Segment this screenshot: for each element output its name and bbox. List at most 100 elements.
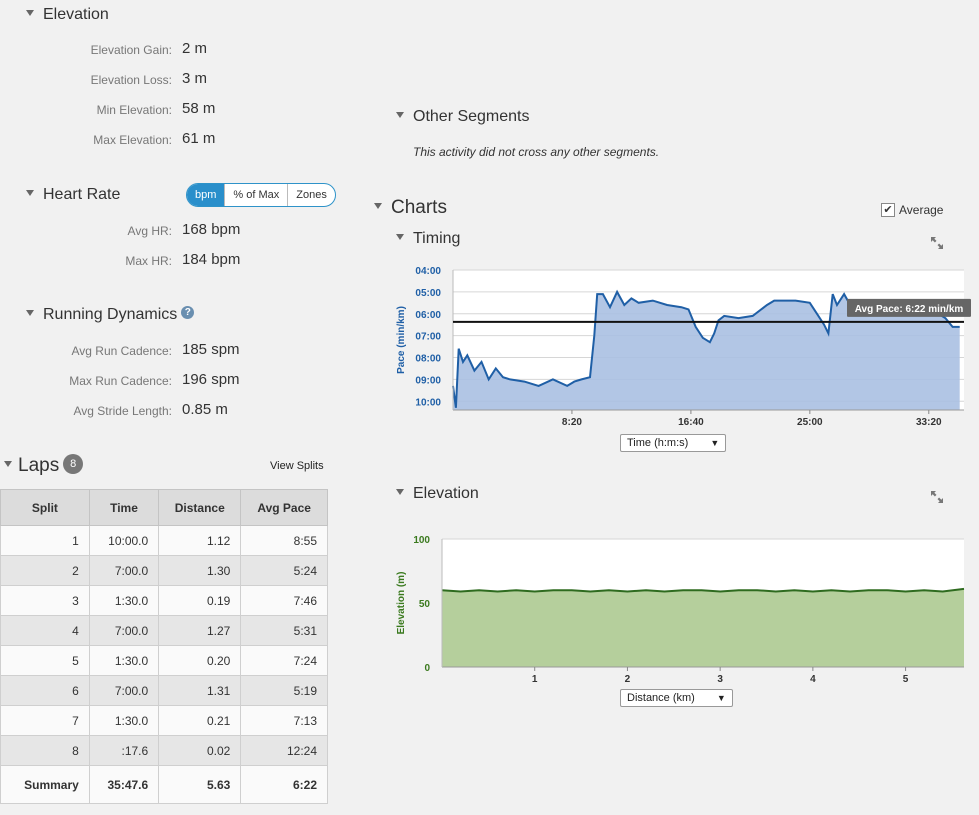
timing-x-axis-dropdown[interactable]: Time (h:m:s) ▼ [620,434,727,452]
heart-rate-unit-toggle[interactable]: bpm % of Max Zones [186,183,336,207]
max-run-cadence-value: 196 spm [182,371,240,388]
timing-chart-header[interactable]: Timing [396,230,460,248]
x-tick-label: 2 [625,674,631,685]
collapse-triangle-icon[interactable] [4,460,12,467]
laps-table-header: Split Time Distance Avg Pace [0,489,328,526]
min-elevation-value: 58 m [182,100,216,117]
split-cell: 1 [0,525,90,556]
y-tick-label: 04:00 [415,266,441,277]
timing-chart[interactable]: 04:00 05:00 06:00 07:00 08:00 09:00 10:00 8:20 1… [390,256,975,436]
elevation-x-axis-selected: Distance (km) [627,692,695,704]
time-cell: 10:00.0 [88,525,160,556]
heart-rate-section-header[interactable]: Heart Rate [26,186,120,204]
x-tick-label: 4 [810,674,816,685]
running-dynamics-section-header[interactable]: Running Dynamics? [26,306,195,324]
expand-chart-icon[interactable] [930,236,944,250]
avg-pace-cell: 7:24 [240,645,328,676]
elevation-loss-label: Elevation Loss: [90,73,172,87]
x-tick-label: 25:00 [797,417,823,428]
timing-x-axis-selected: Time (h:m:s) [627,437,689,449]
toggle-percent-of-max[interactable]: % of Max [224,184,287,206]
split-cell: 4 [0,615,90,646]
time-cell: 7:00.0 [88,555,160,586]
average-label: Average [899,202,944,217]
summary-distance-cell: 5.63 [158,765,242,804]
column-header-split[interactable]: Split [0,489,90,526]
collapse-triangle-icon[interactable] [374,202,382,209]
column-header-distance[interactable]: Distance [158,489,242,526]
pace-line [452,289,960,408]
distance-cell: 1.30 [158,555,242,586]
chevron-down-icon: ▼ [716,693,726,703]
x-tick-label: 16:40 [678,417,704,428]
average-pace-label: Avg Pace: 6:22 min/km [855,304,964,315]
toggle-bpm[interactable]: bpm [187,184,225,206]
avg-hr-label: Avg HR: [127,224,172,238]
avg-hr-value: 168 bpm [182,221,241,238]
elevation-line [441,587,965,593]
y-tick-label: 0 [424,663,430,674]
summary-label-cell: Summary [0,765,90,804]
summary-row: Summary 35:47.6 5.63 6:22 [0,765,328,804]
max-elevation-label: Max Elevation: [93,133,172,147]
time-cell: 7:00.0 [88,615,160,646]
collapse-triangle-icon[interactable] [396,111,404,118]
other-segments-message: This activity did not cross any other se… [413,145,660,159]
distance-cell: 1.31 [158,675,242,706]
avg-pace-cell: 12:24 [240,735,328,766]
avg-stride-length-label: Avg Stride Length: [73,404,172,418]
average-checkbox[interactable]: ✔ [881,202,895,217]
table-row: 7 1:30.0 0.21 7:13 [0,705,328,736]
avg-pace-cell: 7:13 [240,705,328,736]
distance-cell: 0.19 [158,585,242,616]
y-tick-label: 05:00 [415,288,441,299]
average-pace-label-bg [847,298,971,317]
min-elevation-label: Min Elevation: [96,103,172,117]
split-cell: 3 [0,585,90,616]
collapse-triangle-icon[interactable] [396,233,404,240]
elevation-gain-label: Elevation Gain: [90,43,172,57]
avg-pace-cell: 5:19 [240,675,328,706]
y-tick-label: 09:00 [415,375,441,386]
distance-cell: 0.21 [158,705,242,736]
time-cell: 1:30.0 [88,705,160,736]
y-tick-label: 50 [419,599,431,610]
toggle-zones[interactable]: Zones [287,184,335,206]
y-tick-label: 10:00 [415,397,441,408]
average-checkbox-group[interactable]: ✔ Average [881,202,943,217]
table-row: 3 1:30.0 0.19 7:46 [0,585,328,616]
charts-section-header[interactable]: Charts [374,197,447,219]
table-row: 5 1:30.0 0.20 7:24 [0,645,328,676]
distance-cell: 1.27 [158,615,242,646]
other-segments-title: Other Segments [413,108,530,125]
laps-table: Split Time Distance Avg Pace 1 10:00.0 1.1… [0,489,328,804]
elevation-section-header[interactable]: Elevation [26,6,109,24]
column-header-time[interactable]: Time [88,489,160,526]
elevation-gain-value: 2 m [182,40,208,57]
elevation-loss-value: 3 m [182,70,208,87]
time-cell: 1:30.0 [88,645,160,676]
collapse-triangle-icon[interactable] [26,9,34,16]
summary-avg-pace-cell: 6:22 [240,765,328,804]
collapse-triangle-icon[interactable] [396,488,404,495]
help-icon[interactable]: ? [181,306,195,319]
column-header-avg-pace[interactable]: Avg Pace [240,489,328,526]
collapse-triangle-icon[interactable] [26,189,34,196]
avg-run-cadence-label: Avg Run Cadence: [71,344,172,358]
collapse-triangle-icon[interactable] [26,309,34,316]
split-cell: 5 [0,645,90,676]
running-dynamics-section-title: Running Dynamics [43,306,178,323]
elevation-chart[interactable]: 0 50 100 1 2 3 4 5 Elevation (m) [390,522,975,687]
y-axis-title: Elevation (m) [396,572,407,635]
table-row: 2 7:00.0 1.30 5:24 [0,555,328,586]
view-splits-link[interactable]: View Splits [270,460,324,472]
other-segments-section-header[interactable]: Other Segments [396,108,530,126]
elevation-chart-header[interactable]: Elevation [396,485,479,503]
laps-section-header[interactable]: Laps 8 [4,453,84,477]
elevation-x-axis-dropdown[interactable]: Distance (km) ▼ [620,689,733,707]
expand-chart-icon[interactable] [930,490,944,504]
max-hr-value: 184 bpm [182,251,241,268]
timing-chart-title: Timing [413,230,461,247]
y-tick-label: 07:00 [415,332,441,343]
table-row: 6 7:00.0 1.31 5:19 [0,675,328,706]
